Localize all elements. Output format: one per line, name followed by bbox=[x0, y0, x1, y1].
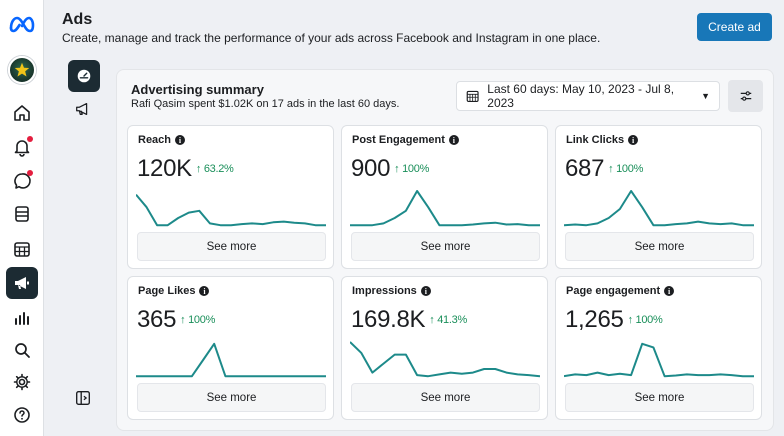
filter-settings-button[interactable] bbox=[728, 80, 763, 112]
sparkline bbox=[350, 190, 540, 227]
metric-title-label: Impressions bbox=[352, 285, 417, 297]
see-more-button[interactable]: See more bbox=[565, 232, 754, 261]
page-subtitle: Create, manage and track the performance… bbox=[62, 31, 601, 45]
metric-title-label: Page Likes bbox=[138, 285, 196, 297]
info-icon[interactable]: i bbox=[420, 286, 431, 296]
home-icon[interactable] bbox=[6, 99, 38, 127]
metric-title: Page Likes i bbox=[138, 285, 210, 297]
sparkline-path bbox=[564, 342, 754, 378]
metric-title: Post Engagement i bbox=[352, 134, 459, 146]
megaphone-icon[interactable] bbox=[6, 267, 38, 299]
avatar[interactable] bbox=[8, 56, 36, 84]
sparkline bbox=[136, 193, 326, 227]
page-title: Ads bbox=[62, 11, 93, 28]
sparkline-path bbox=[136, 342, 326, 378]
info-icon[interactable]: i bbox=[448, 135, 459, 145]
date-range-label: Last 60 days: May 10, 2023 - Jul 8, 2023 bbox=[487, 82, 675, 110]
info-icon[interactable]: i bbox=[664, 286, 675, 296]
metric-value-row: 120K ↑ 63.2% bbox=[137, 155, 234, 183]
metric-title-label: Reach bbox=[138, 134, 172, 146]
metric-card: Reach i 120K ↑ 63.2% See more bbox=[127, 125, 334, 269]
advertising-summary-panel: Advertising summary Rafi Qasim spent $1.… bbox=[116, 69, 774, 431]
sparkline bbox=[136, 342, 326, 378]
see-more-button[interactable]: See more bbox=[351, 383, 540, 412]
metric-title-label: Post Engagement bbox=[352, 134, 445, 146]
metric-title: Reach i bbox=[138, 134, 186, 146]
bar-chart-icon[interactable] bbox=[6, 304, 38, 332]
sparkline-path bbox=[136, 193, 326, 227]
metric-title: Page engagement i bbox=[566, 285, 675, 297]
caret-down-icon: ▼ bbox=[701, 91, 710, 101]
bell-icon[interactable] bbox=[6, 133, 38, 161]
metric-card: Impressions i 169.8K ↑ 41.3% See more bbox=[341, 276, 548, 420]
metric-change: ↑ 41.3% bbox=[429, 314, 467, 326]
info-icon[interactable]: i bbox=[175, 135, 186, 145]
sparkline bbox=[564, 342, 754, 378]
metric-value-row: 687 ↑ 100% bbox=[565, 155, 643, 183]
metric-value: 120K bbox=[137, 155, 192, 182]
toggle-panel-icon[interactable] bbox=[74, 389, 94, 409]
metric-title-label: Link Clicks bbox=[566, 134, 625, 146]
notification-dot bbox=[27, 136, 33, 142]
metric-change: ↑ 100% bbox=[180, 314, 216, 326]
see-more-button[interactable]: See more bbox=[137, 232, 326, 261]
messenger-icon[interactable] bbox=[6, 167, 38, 195]
help-icon[interactable] bbox=[6, 401, 38, 429]
metric-title: Link Clicks i bbox=[566, 134, 639, 146]
date-range-selector[interactable]: Last 60 days: May 10, 2023 - Jul 8, 2023… bbox=[456, 81, 720, 111]
notification-dot bbox=[27, 170, 33, 176]
metric-change: ↑ 100% bbox=[608, 163, 644, 175]
create-ad-button[interactable]: Create ad bbox=[697, 13, 772, 41]
metric-value-row: 1,265 ↑ 100% bbox=[565, 306, 663, 334]
metric-title-label: Page engagement bbox=[566, 285, 661, 297]
metric-card: Page engagement i 1,265 ↑ 100% See more bbox=[555, 276, 762, 420]
sliders-icon bbox=[740, 91, 751, 101]
sparkline bbox=[564, 190, 754, 227]
see-more-button[interactable]: See more bbox=[351, 232, 540, 261]
info-icon[interactable]: i bbox=[628, 135, 639, 145]
metric-value-row: 900 ↑ 100% bbox=[351, 155, 429, 183]
meta-logo[interactable] bbox=[8, 15, 36, 33]
sparkline-path bbox=[350, 341, 540, 378]
metric-value: 169.8K bbox=[351, 306, 426, 333]
search-icon[interactable] bbox=[6, 336, 38, 364]
metric-card: Page Likes i 365 ↑ 100% See more bbox=[127, 276, 334, 420]
calendar-grid-icon[interactable] bbox=[6, 235, 38, 263]
metric-value-row: 365 ↑ 100% bbox=[137, 306, 215, 334]
metric-title: Impressions i bbox=[352, 285, 431, 297]
campaigns-megaphone-icon[interactable] bbox=[74, 100, 94, 120]
sparkline-path bbox=[564, 190, 754, 227]
account-overview-icon[interactable] bbox=[68, 60, 100, 92]
metric-change: ↑ 100% bbox=[394, 163, 430, 175]
metric-card: Link Clicks i 687 ↑ 100% See more bbox=[555, 125, 762, 269]
metric-change: ↑ 63.2% bbox=[195, 163, 234, 175]
metric-value: 687 bbox=[565, 155, 605, 182]
metric-value: 365 bbox=[137, 306, 177, 333]
metric-value: 1,265 bbox=[565, 306, 624, 333]
sparkline-path bbox=[350, 190, 540, 227]
gear-icon[interactable] bbox=[6, 368, 38, 396]
summary-subtitle: Rafi Qasim spent $1.02K on 17 ads in the… bbox=[131, 98, 400, 110]
sparkline bbox=[350, 341, 540, 378]
calendar-icon bbox=[466, 90, 479, 102]
metric-change: ↑ 100% bbox=[627, 314, 663, 326]
see-more-button[interactable]: See more bbox=[137, 383, 326, 412]
summary-title: Advertising summary bbox=[131, 82, 264, 97]
metric-value: 900 bbox=[351, 155, 391, 182]
page-icon[interactable] bbox=[6, 200, 38, 228]
metric-card: Post Engagement i 900 ↑ 100% See more bbox=[341, 125, 548, 269]
see-more-button[interactable]: See more bbox=[565, 383, 754, 412]
info-icon[interactable]: i bbox=[199, 286, 210, 296]
left-nav-rail bbox=[0, 0, 44, 436]
metric-value-row: 169.8K ↑ 41.3% bbox=[351, 306, 467, 334]
